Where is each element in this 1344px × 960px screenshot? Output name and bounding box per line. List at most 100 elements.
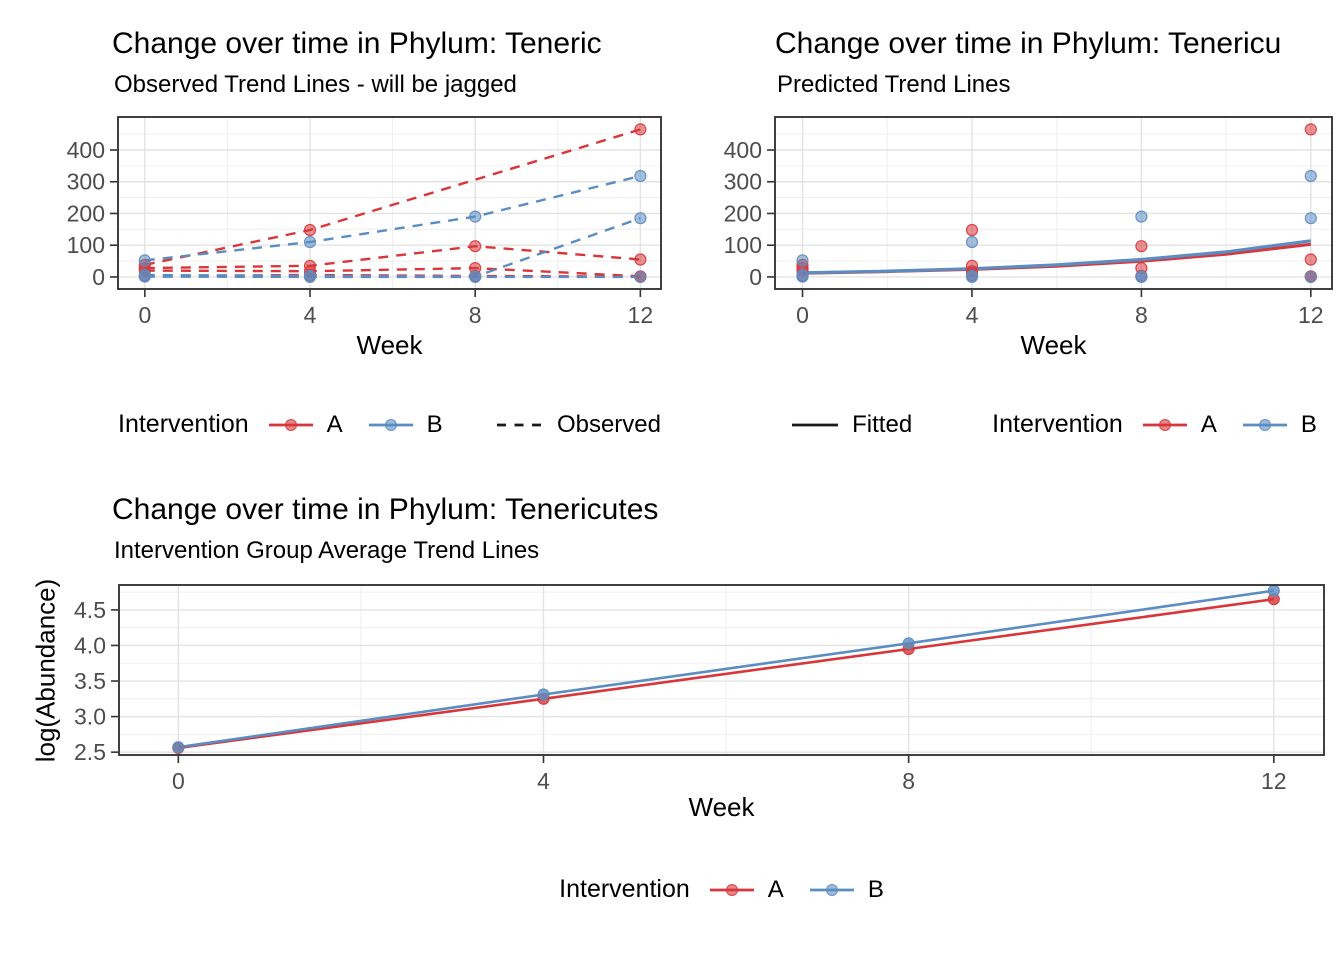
data-point-a	[634, 123, 647, 136]
data-point-b	[303, 235, 317, 249]
panel-border	[774, 116, 1333, 290]
observed-chart-canvas: 0 4 8 12 0 100 200 300 400	[67, 116, 662, 328]
y-tick-label: 4.5	[74, 597, 106, 623]
observed-linetype-key-icon	[495, 414, 545, 436]
series-line-b	[178, 589, 1274, 749]
legend-item-b: B	[1241, 411, 1317, 439]
legend-key-a-icon	[1141, 414, 1189, 436]
average-chart-title: Change over time in Phylum: Tenericutes	[112, 493, 659, 526]
legend-label-fitted: Fitted	[852, 410, 913, 438]
data-point-b	[1304, 212, 1317, 225]
legend-item-a: A	[1141, 411, 1217, 439]
x-tick-label: 0	[796, 302, 809, 328]
x-tick-label: 4	[304, 302, 317, 328]
x-tick-label: 8	[902, 768, 915, 792]
y-tick-label: 200	[67, 200, 105, 226]
legend-label-a: A	[767, 875, 784, 903]
data-point-b	[537, 688, 550, 701]
legend-label-b: B	[867, 875, 884, 903]
x-tick-label: 12	[1261, 768, 1287, 792]
data-point-b	[1304, 270, 1317, 283]
data-point-b	[1135, 270, 1148, 283]
legend-label-b: B	[1300, 410, 1317, 438]
data-point-b	[138, 270, 151, 283]
data-point-a	[965, 223, 979, 237]
y-tick-label: 400	[724, 137, 762, 163]
y-tick-label: 100	[67, 232, 105, 258]
average-chart-canvas: 0 4 8 12 2.5 3.0 3.5 4.0 4.5	[74, 584, 1325, 792]
series-line-b	[144, 217, 641, 278]
data-point-b	[965, 235, 979, 249]
y-tick-label: 0	[92, 264, 105, 290]
y-tick-label: 200	[724, 200, 762, 226]
y-tick-label: 300	[67, 169, 105, 195]
legend-item-b: B	[808, 876, 884, 904]
legend-label-observed: Observed	[556, 410, 661, 438]
data-point-a	[1304, 253, 1317, 266]
data-point-a	[1304, 123, 1317, 136]
x-tick-label: 4	[966, 302, 979, 328]
legend-label-a: A	[1200, 410, 1217, 438]
data-point-a	[469, 240, 482, 253]
data-point-b	[469, 270, 482, 283]
legend-label-b: B	[426, 410, 443, 438]
legend-title: Intervention	[992, 410, 1123, 438]
y-tick-label: 300	[724, 169, 762, 195]
data-point-a	[1135, 240, 1148, 253]
y-tick-label: 3.0	[74, 704, 106, 730]
predicted-chart-canvas: 0 4 8 12 0 100 200 300 400	[724, 116, 1333, 328]
y-tick-label: 3.5	[74, 668, 106, 694]
legend-item-a: A	[708, 876, 784, 904]
legend-label-a: A	[326, 410, 343, 438]
observed-legend: Intervention A B Observed	[118, 410, 661, 439]
predicted-chart: Change over time in Phylum: Tenericu Pre…	[672, 0, 1344, 470]
data-point-b	[634, 169, 647, 183]
data-point-a	[634, 253, 647, 266]
data-point-b	[796, 254, 809, 267]
legend-title: Intervention	[559, 875, 690, 903]
series-line-b	[802, 239, 1312, 275]
y-tick-label: 100	[724, 232, 762, 258]
predicted-x-axis-title: Week	[1020, 330, 1087, 360]
series-line-a	[144, 244, 641, 270]
panel-border	[118, 584, 1325, 756]
x-tick-label: 4	[537, 768, 550, 792]
legend-item-fitted: Fitted	[790, 411, 912, 439]
data-point-b	[469, 210, 482, 223]
observed-chart-title: Change over time in Phylum: Teneric	[112, 27, 602, 60]
legend-key-a-icon	[708, 879, 756, 901]
legend-item-b: B	[367, 411, 443, 439]
data-point-b	[634, 212, 647, 225]
data-point-b	[634, 270, 647, 283]
y-tick-label: 2.5	[74, 739, 106, 765]
x-tick-label: 8	[469, 302, 482, 328]
average-chart: Change over time in Phylum: Tenericutes …	[0, 470, 1344, 960]
legend-item-a: A	[267, 411, 343, 439]
legend-key-b-icon	[367, 414, 415, 436]
series-line-b	[144, 174, 641, 262]
legend-key-b-icon	[1241, 414, 1289, 436]
x-tick-label: 8	[1135, 302, 1148, 328]
data-point-a	[303, 223, 317, 237]
y-tick-label: 4.0	[74, 632, 106, 658]
series-line-a	[178, 597, 1274, 750]
predicted-chart-subtitle: Predicted Trend Lines	[777, 71, 1011, 98]
legend-key-a-icon	[267, 414, 315, 436]
panel-border	[117, 116, 662, 290]
data-point-b	[303, 270, 317, 283]
panel-background	[118, 117, 661, 289]
observed-chart-subtitle: Observed Trend Lines - will be jagged	[114, 71, 517, 98]
data-point-b	[965, 270, 979, 283]
x-tick-label: 12	[1298, 302, 1324, 328]
data-point-b	[1304, 169, 1317, 183]
data-point-b	[138, 254, 151, 267]
data-point-b	[796, 270, 809, 283]
data-point-b	[172, 741, 185, 754]
predicted-chart-title: Change over time in Phylum: Tenericu	[775, 27, 1282, 60]
y-tick-label: 0	[749, 264, 762, 290]
predicted-legend: Fitted Intervention A B	[775, 410, 1332, 439]
average-x-axis-title: Week	[688, 792, 755, 822]
legend-key-b-icon	[808, 879, 856, 901]
legend-item-observed: Observed	[495, 411, 661, 439]
